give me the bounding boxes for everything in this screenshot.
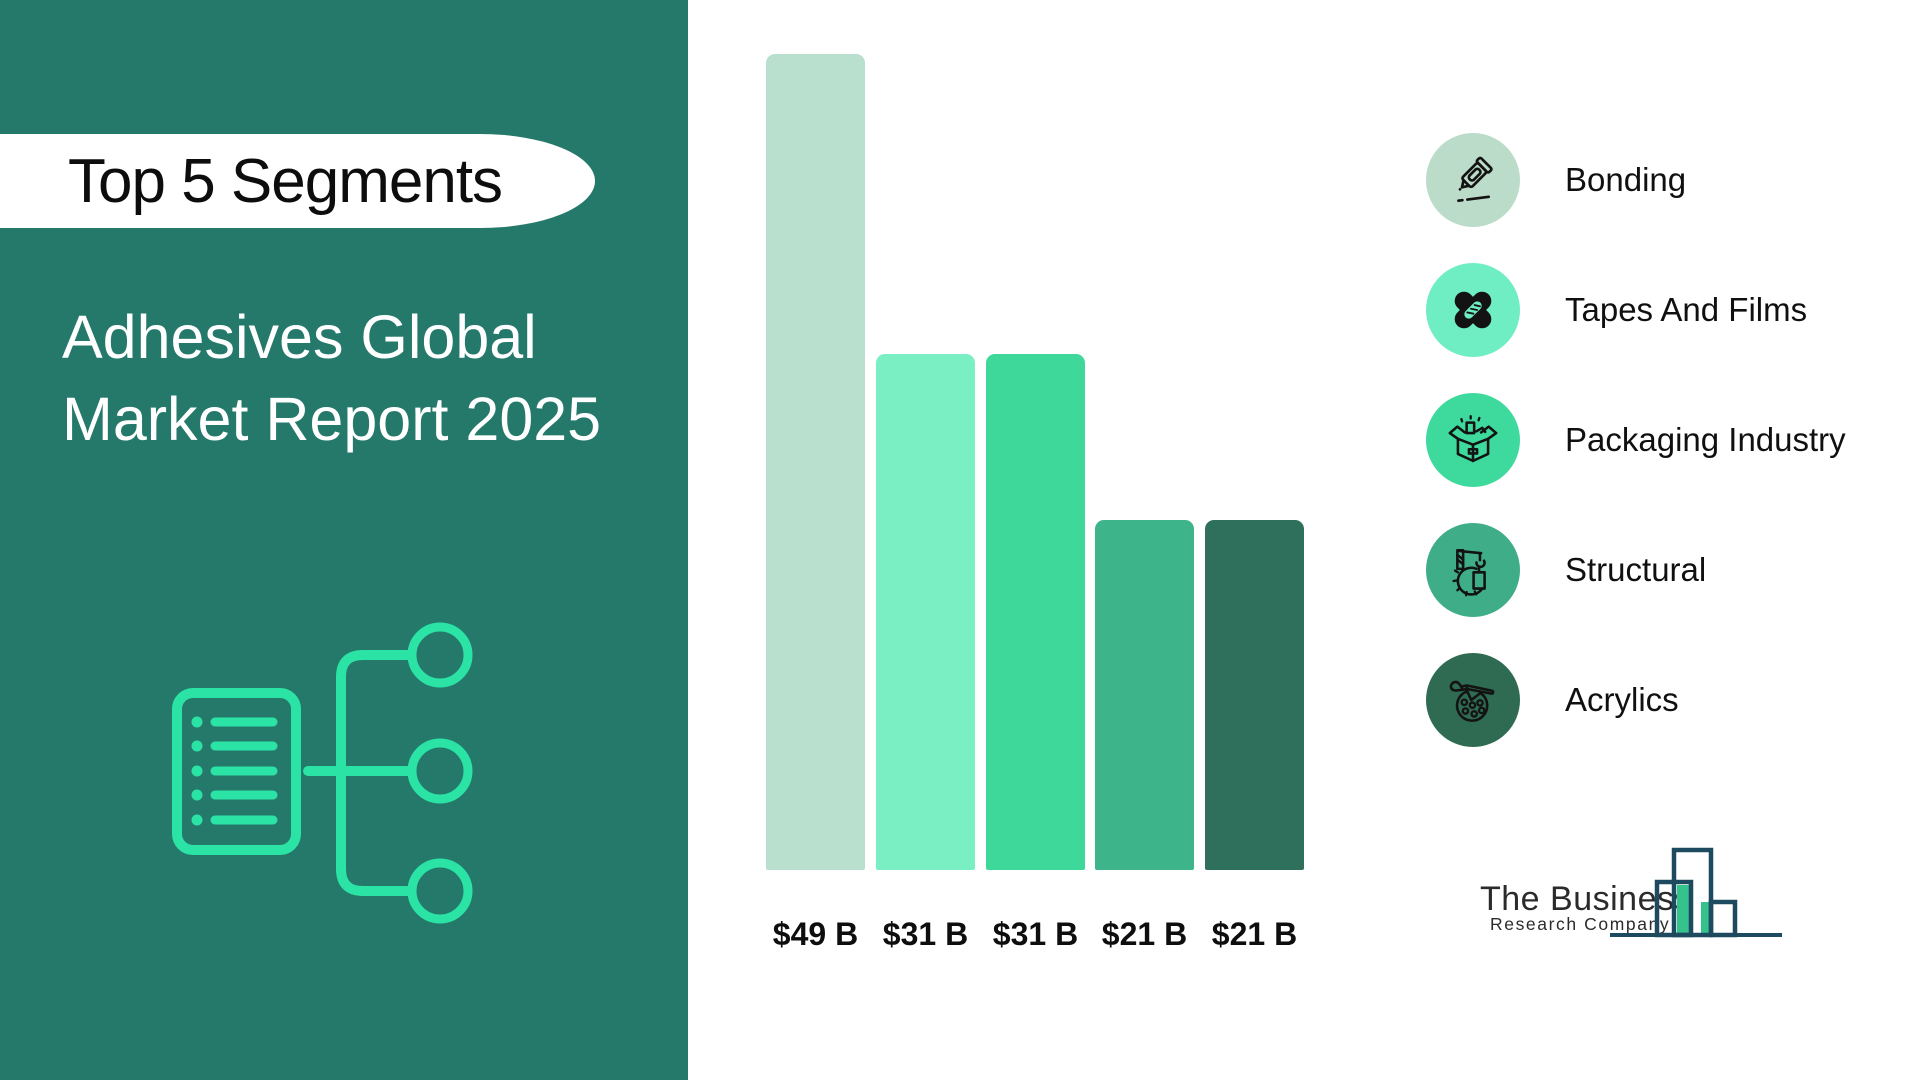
badge-label: Top 5 Segments — [68, 146, 503, 216]
legend-label: Tapes And Films — [1565, 291, 1808, 328]
company-logo: The Business Research Company — [1480, 847, 1800, 990]
bar-acrylics — [1205, 520, 1304, 870]
legend-label: Structural — [1565, 551, 1707, 588]
bar-value-label: $21 B — [1211, 916, 1298, 952]
bar-value-label: $21 B — [1101, 916, 1188, 952]
bandage-icon — [1426, 263, 1520, 357]
legend-label: Packaging Industry — [1565, 421, 1846, 458]
page-title-line2: Market Report 2025 — [62, 385, 602, 453]
legend-item-acrylics: Acrylics — [1426, 653, 1896, 747]
page-title-line1: Adhesives Global — [62, 303, 537, 371]
legend-item-bonding: Bonding — [1426, 133, 1896, 227]
bar-value-label: $31 B — [882, 916, 969, 952]
legend-label: Bonding — [1565, 161, 1687, 198]
legend-item-tapes-and-films: Tapes And Films — [1426, 263, 1896, 357]
top-segments-badge: Top 5 Segments — [0, 134, 595, 228]
legend-item-structural: Structural — [1426, 523, 1896, 617]
bar-bonding — [766, 54, 865, 870]
paint-palette-icon — [1426, 653, 1520, 747]
bar-packaging-industry — [986, 354, 1085, 870]
sidebar-panel: Top 5 Segments Adhesives Global Market R… — [0, 0, 688, 1080]
bar-value-label: $49 B — [772, 916, 859, 952]
bar-tapes-and-films — [876, 354, 975, 870]
page-title: Adhesives Global Market Report 2025 — [62, 296, 601, 460]
glue-tube-icon — [1426, 133, 1520, 227]
document-tree-icon — [140, 608, 485, 953]
logo-name-line2: Research Company — [1490, 914, 1671, 934]
open-box-icon — [1426, 393, 1520, 487]
crane-gear-icon — [1426, 523, 1520, 617]
bar-value-label: $31 B — [992, 916, 1079, 952]
logo-bars-icon — [1608, 842, 1786, 940]
bar-structural — [1095, 520, 1194, 870]
legend-label: Acrylics — [1565, 681, 1679, 718]
legend-item-packaging-industry: Packaging Industry — [1426, 393, 1896, 487]
